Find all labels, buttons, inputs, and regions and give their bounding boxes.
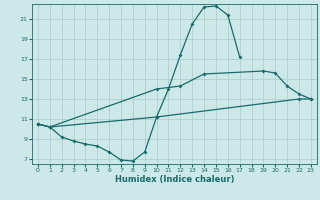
- X-axis label: Humidex (Indice chaleur): Humidex (Indice chaleur): [115, 175, 234, 184]
